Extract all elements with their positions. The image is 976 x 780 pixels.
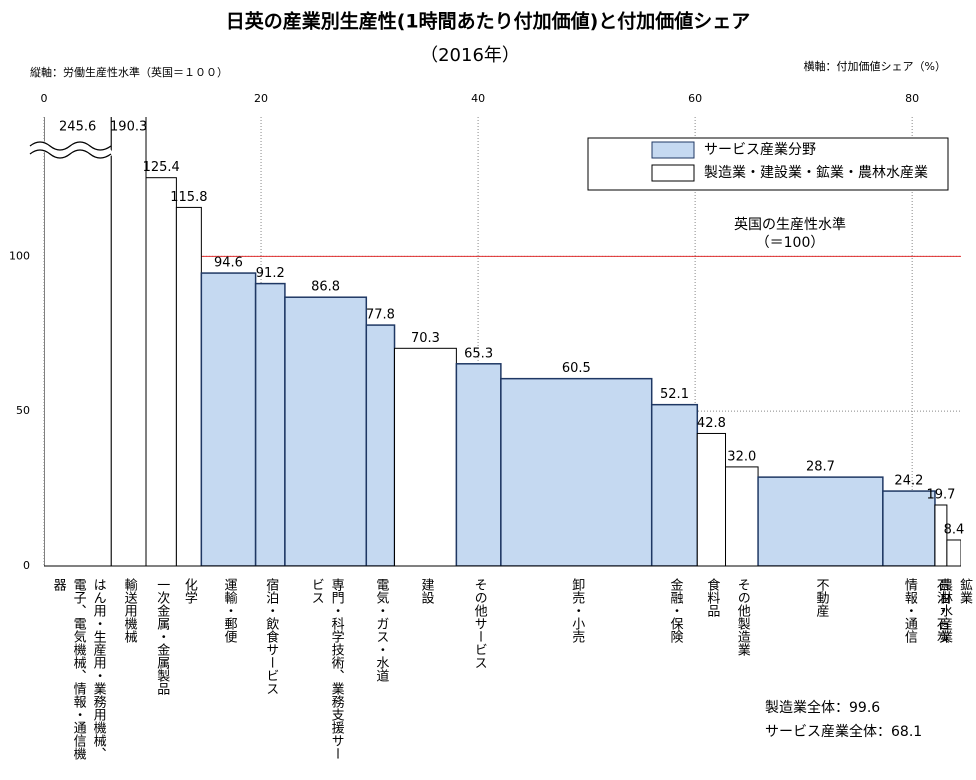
bar [696, 432, 727, 566]
x-category-label: 一次金属・金属製品 [154, 578, 170, 695]
x-category-label: 情報・通信 [901, 578, 917, 643]
data-label: 19.7 [926, 487, 955, 502]
bar [284, 296, 368, 566]
x-category-label: 石油・石炭 [933, 578, 949, 643]
bar [254, 282, 286, 566]
legend-label: サービス産業分野 [704, 142, 816, 158]
legend-swatch [651, 164, 695, 182]
chart-subtitle: （2016年） [420, 45, 520, 66]
y-tick-label: 100 [9, 249, 30, 262]
x-axis-label: 横軸：付加価値シェア（%） [804, 59, 946, 73]
note: サービス産業全体：68.1 [765, 723, 922, 740]
ref-label: （＝100） [756, 235, 825, 251]
bar [145, 177, 177, 566]
data-label: 65.3 [464, 346, 493, 361]
x-tick-label: 0 [41, 92, 48, 105]
bar [394, 347, 457, 566]
chart-title: 日英の産業別生産性(1時間あたり付加価値)と付加価値シェア [226, 10, 751, 33]
data-label: 70.3 [411, 331, 440, 346]
data-label: 91.2 [256, 266, 285, 281]
x-category-label: 食料品 [704, 578, 720, 617]
x-category-label: 運輸・郵便 [221, 578, 237, 643]
data-label: 125.4 [143, 160, 180, 175]
data-label: 8.4 [944, 522, 965, 537]
x-category-label: 鉱業 農林水産業 [936, 578, 972, 643]
legend-label: 製造業・建設業・鉱業・農林水産業 [704, 164, 928, 181]
bar [650, 403, 699, 566]
bar [200, 272, 257, 566]
x-category-label: 金融・保険 [667, 578, 683, 643]
data-label: 42.8 [697, 416, 726, 431]
x-category-label: 不動産 [813, 578, 829, 617]
data-label: 115.8 [170, 190, 207, 205]
legend-box [587, 137, 949, 191]
data-label: 94.6 [214, 256, 243, 271]
bar [500, 377, 653, 566]
bar [365, 324, 396, 566]
y-tick-label: 0 [23, 559, 30, 572]
x-tick-label: 40 [471, 92, 485, 105]
y-axis-label: 縦軸：労働生産性水準（英国＝１００） [30, 65, 228, 79]
bar [882, 490, 936, 566]
x-category-label: はん用・生産用・業務用機械、電子、電気機械、情報・通信機器 [50, 578, 106, 760]
bar [110, 117, 147, 566]
x-tick-label: 20 [254, 92, 268, 105]
x-tick-label: 60 [688, 92, 702, 105]
bar [946, 539, 961, 566]
x-category-label: その他サービス [471, 578, 487, 669]
x-category-label: 建設 [418, 578, 434, 604]
x-category-label: 卸売・小売 [569, 578, 585, 643]
bar [757, 476, 884, 566]
x-category-label: その他製造業 [734, 578, 750, 656]
x-category-label: 宿泊・飲食サービス [263, 578, 279, 695]
data-label: 86.8 [311, 280, 340, 295]
x-tick-label: 80 [905, 92, 919, 105]
bar [725, 466, 759, 566]
x-category-label: 化学 [181, 578, 197, 604]
bar [455, 363, 502, 566]
y-tick-label: 50 [16, 404, 30, 417]
note: 製造業全体：99.6 [765, 699, 880, 716]
data-label: 60.5 [562, 361, 591, 376]
data-label: 32.0 [727, 449, 756, 464]
x-category-label: 輸送用機械 [121, 578, 137, 643]
bar [175, 206, 202, 566]
data-label: 28.7 [806, 460, 835, 475]
bar [44, 117, 112, 566]
ref-label: 英国の生産性水準 [734, 216, 846, 233]
axis-break [26, 141, 114, 159]
legend-swatch [651, 141, 695, 159]
data-label: 77.8 [366, 308, 395, 323]
data-label: 52.1 [660, 387, 689, 402]
data-label: 24.2 [894, 474, 923, 489]
data-label: 190.3 [110, 120, 147, 135]
data-label: 245.6 [59, 120, 96, 135]
x-category-label: 専門・科学技術、業務支援サービス [308, 578, 344, 760]
x-category-label: 電気・ガス・水道 [373, 578, 389, 682]
